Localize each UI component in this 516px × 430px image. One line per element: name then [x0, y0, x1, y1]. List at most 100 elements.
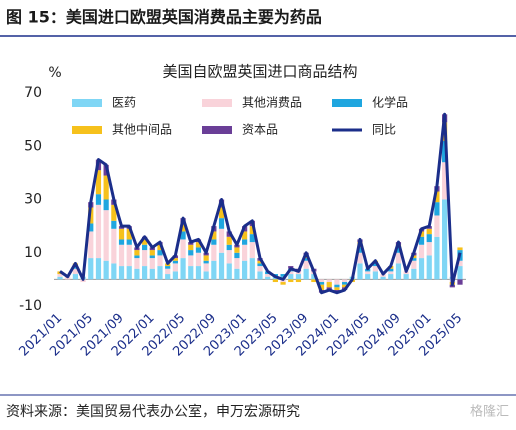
bar-segment [411, 258, 417, 261]
bar-segment [234, 268, 240, 280]
bar-segment [118, 228, 125, 240]
bar-segment [303, 260, 309, 269]
bar-segment [126, 244, 132, 267]
bar-segment [326, 282, 332, 288]
y-tick-label: 50 [24, 138, 42, 154]
bar-segment [134, 255, 140, 259]
bar-segment [103, 210, 109, 261]
bar-segment [188, 255, 194, 267]
bar-segment [318, 282, 325, 285]
bar-segment [180, 258, 186, 280]
bar-segment [418, 231, 425, 237]
bar-segment [203, 263, 209, 272]
bar-segment [265, 274, 271, 277]
bar-segment [118, 239, 125, 245]
bar-segment [288, 279, 294, 283]
bar-segment [142, 244, 148, 251]
bar-segment [403, 274, 409, 280]
bar-segment [388, 271, 394, 275]
bar-segment [426, 228, 432, 235]
bar-segment [426, 255, 432, 280]
legend-swatch [72, 99, 102, 107]
bar-segment [111, 220, 117, 229]
bar-segment [434, 202, 440, 216]
bar-segment [357, 247, 363, 253]
bar-segment [95, 258, 102, 280]
bar-segment [111, 204, 117, 221]
bar-segment [426, 234, 432, 243]
bar-segment [357, 252, 363, 264]
bar-segment [265, 276, 271, 280]
bar-segment [311, 274, 317, 280]
bar-segment [157, 266, 163, 280]
bar-segment [372, 266, 378, 272]
legend-swatch [202, 126, 232, 134]
bar-segment [126, 228, 132, 240]
bar-segment [388, 274, 394, 280]
bar-segment [134, 250, 140, 256]
y-tick-label: 30 [24, 192, 42, 208]
bar-segment [195, 242, 202, 248]
bar-segment [103, 260, 109, 280]
bar-segment [303, 255, 309, 259]
bar-segment [418, 258, 425, 280]
legend-swatch [202, 99, 232, 107]
bar-segment [457, 279, 463, 285]
bar-segment [172, 263, 178, 272]
bar-segment [172, 260, 178, 264]
bar-segment [372, 271, 378, 280]
bar-segment [280, 274, 286, 277]
chart-title: 美国自欧盟英国进口商品结构 [162, 63, 357, 81]
bar-segment [195, 247, 202, 253]
bar-segment [72, 274, 78, 280]
bar-segment [257, 266, 263, 272]
bar-segment [95, 170, 102, 195]
bar-segment [218, 228, 225, 253]
bar-segment [442, 140, 448, 163]
bar-segment [95, 194, 102, 205]
bar-segment [395, 247, 402, 253]
bar-segment [242, 244, 248, 261]
legend-label: 化学品 [372, 95, 408, 110]
bar-segment [280, 282, 286, 285]
legend-label: 资本品 [242, 123, 278, 137]
bar-segment [142, 239, 148, 245]
bar-segment [411, 260, 417, 269]
bar-segment [195, 266, 202, 280]
bar-segment [442, 162, 448, 200]
bar-segment [188, 250, 194, 256]
bar-segment [334, 287, 340, 291]
bar-segment [334, 279, 340, 285]
bar-segment [257, 263, 263, 267]
bar-segment [257, 260, 263, 264]
bar-segment [411, 268, 417, 280]
bar-segment [88, 223, 94, 232]
bar-segment [72, 266, 78, 269]
bar-segment [249, 242, 255, 259]
bar-segment [249, 226, 255, 235]
bar-segment [149, 268, 155, 280]
bar-segment [334, 284, 340, 288]
bar-segment [211, 244, 217, 261]
bar-segment [434, 236, 440, 280]
bar-segment [126, 239, 132, 245]
legend-swatch [72, 126, 102, 134]
bar-segment [203, 260, 209, 264]
bar-segment [342, 282, 348, 285]
bar-segment [257, 271, 263, 280]
bar-segment [426, 242, 432, 256]
bar-segment [372, 263, 378, 267]
bar-segment [234, 252, 240, 259]
bar-segment [157, 255, 163, 267]
bar-segment [226, 244, 232, 251]
bar-segment [142, 266, 148, 280]
bar-segment [218, 207, 225, 219]
bar-segment [157, 244, 163, 251]
bar-segment [242, 260, 248, 280]
bar-segment [57, 276, 63, 280]
legend-label: 其他中间品 [112, 122, 172, 137]
watermark: 格隆汇 [470, 404, 509, 420]
bar-segment [118, 244, 125, 267]
bar-segment [295, 279, 302, 283]
